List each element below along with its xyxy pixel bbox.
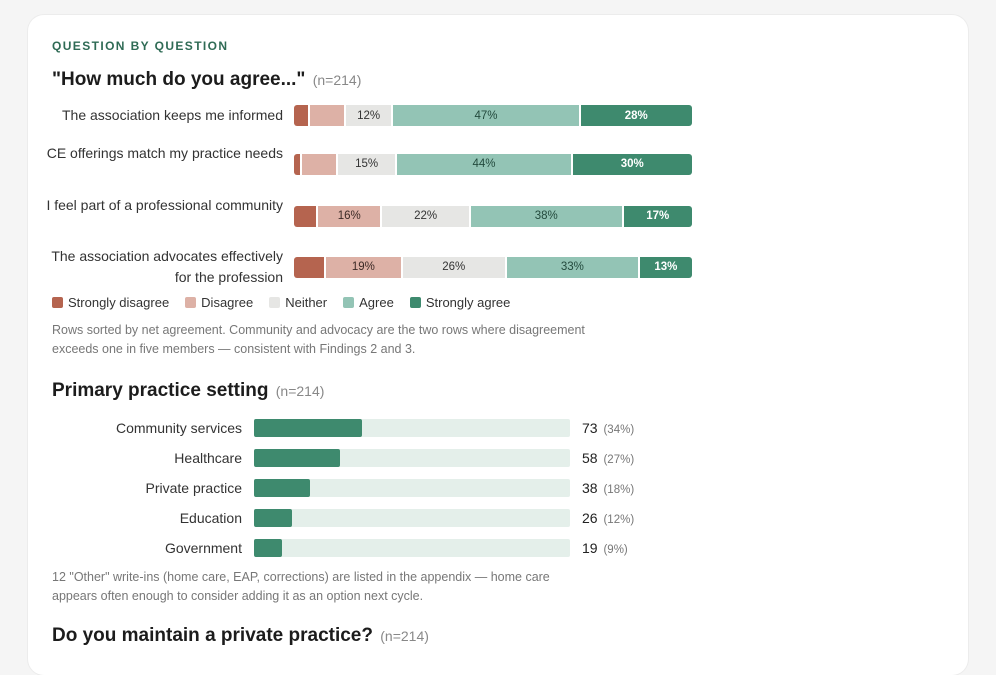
likert-segment-agree: 33%	[507, 256, 640, 278]
practice-setting-title-text: Primary practice setting	[52, 380, 269, 401]
likert-title-text: "How much do you agree..."	[52, 69, 306, 90]
private-practice-n-label: (n=214)	[380, 628, 429, 644]
private-practice-title: Do you maintain a private practice? (n=2…	[52, 625, 429, 647]
setting-label: Education	[179, 510, 242, 526]
setting-track	[254, 419, 570, 437]
setting-percent: (18%)	[603, 484, 635, 496]
legend-label: Disagree	[201, 295, 254, 310]
practice-setting-title: Primary practice setting (n=214)	[52, 380, 324, 402]
legend-swatch	[52, 297, 63, 308]
setting-track	[254, 509, 570, 527]
likert-row: CE offerings match my practice needs 15% 4…	[28, 143, 728, 185]
setting-value: 38 (18%)	[582, 478, 634, 500]
likert-segment-agree: 47%	[393, 105, 581, 126]
legend-item: Agree	[343, 295, 394, 310]
setting-bar	[254, 539, 283, 557]
legend-swatch	[409, 297, 421, 308]
setting-row: Government 19 (9%)	[28, 538, 728, 558]
setting-percent: (12%)	[603, 514, 635, 526]
setting-row: Private practice 38 (18%)	[28, 478, 728, 498]
legend-item: Neither	[269, 295, 327, 310]
likert-segment-strongly-agree: 28%	[580, 105, 692, 126]
likert-legend: Strongly disagree Disagree Neither Agree Str…	[52, 295, 510, 310]
likert-segment-strongly-disagree	[294, 205, 319, 227]
legend-swatch	[269, 297, 281, 308]
likert-segment-strongly-disagree	[294, 105, 310, 126]
practice-setting-note: 12 "Other" write-ins (home care, EAP, co…	[52, 570, 550, 603]
likert-bar: 12% 47% 28%	[294, 105, 692, 126]
setting-bar	[254, 449, 340, 467]
likert-row-label: The association keeps me informed	[62, 107, 283, 123]
setting-percent: (9%)	[603, 544, 628, 556]
likert-segment-agree: 38%	[470, 205, 624, 227]
legend-item: Strongly disagree	[52, 295, 169, 310]
setting-bar	[254, 479, 311, 497]
setting-percent: (27%)	[603, 454, 635, 466]
question-card: QUESTION BY QUESTION "How much do you ag…	[28, 15, 968, 675]
likert-segment-disagree: 16%	[318, 205, 383, 227]
likert-segment-disagree	[309, 105, 346, 126]
likert-segment-strongly-agree: 30%	[572, 153, 692, 175]
likert-row: The association advocates effectively fo…	[28, 246, 728, 288]
likert-segment-neither: 15%	[337, 153, 398, 175]
likert-segment-disagree	[301, 153, 338, 175]
likert-segment-disagree: 19%	[326, 256, 403, 278]
setting-track	[254, 449, 570, 467]
section-eyebrow: QUESTION BY QUESTION	[52, 39, 229, 53]
setting-value: 26 (12%)	[582, 508, 634, 530]
likert-segment-neither: 12%	[345, 105, 394, 126]
legend-label: Agree	[359, 295, 394, 310]
setting-label: Healthcare	[174, 450, 242, 466]
likert-row-label: I feel part of a professional community	[46, 197, 283, 213]
setting-value: 19 (9%)	[582, 538, 628, 560]
setting-count: 38	[582, 480, 598, 496]
setting-label: Community services	[115, 420, 242, 436]
setting-bar	[254, 419, 362, 437]
practice-setting-n-label: (n=214)	[275, 383, 325, 399]
likert-segment-strongly-agree: 17%	[623, 205, 692, 227]
likert-title: "How much do you agree..." (n=214)	[52, 69, 361, 91]
likert-segment-agree: 44%	[397, 153, 573, 175]
likert-note: Rows sorted by net agreement. Community …	[52, 323, 585, 356]
likert-segment-neither: 22%	[382, 205, 471, 227]
legend-item: Strongly agree	[409, 295, 511, 310]
likert-row: The association keeps me informed 12% 47% 2…	[28, 105, 728, 126]
setting-track	[254, 479, 570, 497]
setting-count: 26	[582, 510, 598, 526]
likert-segment-strongly-disagree	[294, 153, 302, 175]
likert-bar: 19% 26% 33% 13%	[294, 256, 692, 278]
setting-percent: (34%)	[603, 424, 635, 436]
setting-label: Private practice	[145, 480, 242, 496]
legend-label: Strongly disagree	[68, 295, 170, 310]
likert-row-label: CE offerings match my practice needs	[46, 145, 283, 161]
setting-row: Community services 73 (34%)	[28, 418, 728, 438]
private-practice-title-text: Do you maintain a private practice?	[52, 625, 373, 646]
setting-count: 73	[582, 420, 598, 436]
setting-bar	[254, 509, 293, 527]
likert-segment-neither: 26%	[402, 256, 508, 278]
setting-value: 58 (27%)	[582, 448, 634, 470]
legend-label: Neither	[285, 295, 328, 310]
setting-count: 19	[582, 540, 598, 556]
likert-segment-strongly-agree: 13%	[639, 256, 692, 278]
legend-item: Disagree	[185, 295, 253, 310]
likert-row-label: The association advocates effectively fo…	[51, 248, 283, 285]
likert-bar: 16% 22% 38% 17%	[294, 205, 692, 227]
legend-label: Strongly agree	[425, 295, 511, 310]
setting-value: 73 (34%)	[582, 418, 634, 440]
legend-swatch	[185, 297, 197, 308]
setting-label: Government	[164, 540, 242, 556]
setting-row: Education 26 (12%)	[28, 508, 728, 528]
likert-segment-strongly-disagree	[294, 256, 327, 278]
setting-track	[254, 539, 570, 557]
likert-row: I feel part of a professional community 1…	[28, 195, 728, 237]
likert-n-label: (n=214)	[312, 72, 362, 88]
legend-swatch	[343, 297, 355, 308]
setting-row: Healthcare 58 (27%)	[28, 448, 728, 468]
setting-count: 58	[582, 450, 598, 466]
likert-bar: 15% 44% 30%	[294, 153, 692, 175]
